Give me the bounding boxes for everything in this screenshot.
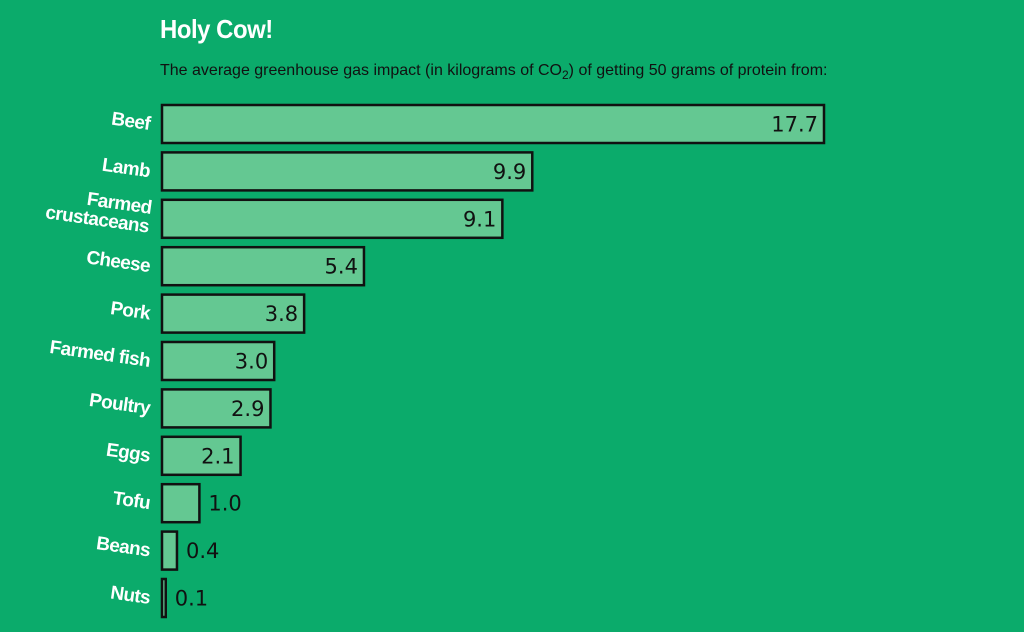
category-label-line: Beans [95,533,151,561]
subtitle-text-start: The average greenhouse gas impact (in ki… [160,62,562,79]
category-label-line: Lamb [101,155,152,183]
bar-row: 0.4 Beans [95,530,219,571]
bar [160,151,534,192]
category-label-line: Pork [109,298,152,324]
category-label-line: Cheese [85,247,151,277]
chart-title: Holy Cow! [160,14,273,44]
value-label: 17.7 [771,113,818,137]
subtitle-subscript: 2 [561,68,569,82]
bar-row: 2.1 Eggs [105,435,242,477]
bar-row: 3.8 Pork [109,293,306,334]
category-label: Cheese [85,247,151,277]
value-label: 0.4 [186,539,219,563]
category-label: Beef [110,109,153,135]
category-label: Pork [109,298,152,324]
category-label-line: Poultry [88,390,153,419]
bar [160,245,366,287]
subtitle-text-end: ) of getting 50 grams of protein from: [568,62,828,79]
value-label: 2.9 [231,397,264,421]
bar [160,388,272,429]
bar [160,103,826,145]
bar-row: 3.0 Farmed fish [48,337,276,382]
value-label: 1.0 [208,492,241,516]
bar [160,482,201,524]
category-label: Lamb [101,155,152,183]
category-label-line: Tofu [111,488,151,514]
value-label: 3.0 [235,350,268,374]
category-label: Farmed fish [48,337,151,372]
category-label-line: Farmed fish [48,337,151,372]
bar [160,577,167,619]
value-label: 2.1 [201,444,234,468]
bar-row: 1.0 Tofu [111,482,242,524]
category-label-line: Nuts [109,583,151,609]
category-label: Tofu [111,488,151,514]
bar [160,530,179,571]
bar [160,435,242,477]
value-label: 9.1 [463,207,496,231]
category-label: Beans [95,533,151,561]
value-label: 9.9 [493,160,526,184]
bar [160,293,306,334]
bar [160,198,504,240]
value-label: 5.4 [325,255,358,279]
value-label: 0.1 [175,587,208,611]
value-label: 3.8 [265,302,298,326]
category-label: Poultry [88,390,153,419]
category-label-line: Beef [110,109,153,135]
category-label: Eggs [105,440,152,467]
bar-row: 2.9 Poultry [88,388,272,429]
category-label-line: Eggs [105,440,152,467]
bar-row: 17.7 Beef [110,103,826,145]
bar-row: 0.1 Nuts [109,577,208,619]
bar-row: 5.4 Cheese [85,245,366,287]
chart-subtitle: The average greenhouse gas impact (in ki… [160,62,828,82]
category-label: Nuts [109,583,151,609]
bar [160,340,276,382]
bar-row: 9.9 Lamb [101,151,534,192]
